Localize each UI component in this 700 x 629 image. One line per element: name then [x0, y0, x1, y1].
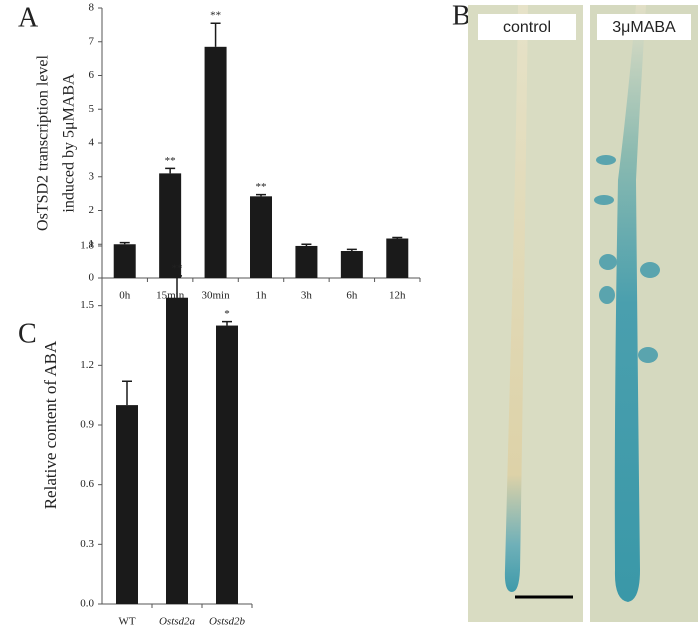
y-tick-label: 1.8 [80, 240, 94, 252]
y-axis-label: OsTSD2 transcription level [35, 54, 52, 231]
bar [159, 173, 182, 278]
y-tick-label: 6 [89, 69, 95, 81]
y-tick-label: 0.6 [80, 478, 94, 490]
y-tick-label: 7 [89, 35, 95, 47]
panel-label: C [18, 318, 37, 349]
bar [166, 297, 188, 604]
x-tick-label: Ostsd2b [209, 616, 246, 628]
bar [340, 251, 363, 278]
label-box [597, 14, 691, 40]
error-bar [119, 241, 130, 245]
lateral-roots [594, 155, 660, 363]
y-tick-label: 2 [89, 204, 95, 216]
bar [116, 405, 138, 604]
bar [216, 325, 238, 604]
error-bar [210, 22, 221, 47]
panel-label: A [18, 2, 39, 33]
photo-label: 3μMABA [612, 19, 676, 36]
significance: ** [256, 181, 267, 193]
error-bar [222, 320, 232, 326]
bar [113, 244, 136, 278]
photo-bg [590, 5, 698, 622]
y-tick-label: 1.5 [80, 299, 94, 311]
error-bar [392, 236, 403, 239]
photo-label: control [503, 19, 551, 36]
x-tick-label: WT [118, 616, 135, 628]
significance: * [224, 308, 230, 320]
x-tick-label: 1h [256, 290, 268, 302]
y-tick-label: 8 [89, 2, 95, 14]
bar [250, 196, 272, 278]
bar [295, 245, 318, 278]
significance: ** [172, 262, 183, 274]
label-box [478, 14, 576, 40]
y-tick-label: 0.0 [80, 598, 94, 610]
x-tick-label: Ostsd2a [159, 616, 196, 628]
error-bar [172, 275, 182, 298]
x-tick-label: 12h [389, 290, 406, 302]
y-tick-label: 1 [89, 238, 95, 250]
y-tick-label: 0 [89, 272, 95, 284]
x-tick-label: 3h [301, 290, 313, 302]
bar [204, 46, 227, 278]
x-tick-label: 30min [202, 290, 231, 302]
panel-label: B [452, 0, 471, 31]
error-bar [301, 243, 312, 246]
x-tick-label: 6h [346, 290, 358, 302]
y-tick-label: 3 [89, 170, 95, 182]
bar [386, 238, 409, 278]
y-tick-label: 0.3 [80, 538, 94, 550]
y-tick-label: 1.2 [80, 359, 94, 371]
significance: ** [165, 155, 176, 167]
error-bar [122, 380, 132, 406]
x-tick-label: 0h [119, 290, 131, 302]
y-tick-label: 0.9 [80, 419, 94, 431]
y-tick-label: 5 [89, 103, 95, 115]
y-axis-label: induced by 5μMABA [61, 73, 78, 213]
root [614, 5, 646, 602]
root [504, 5, 528, 592]
significance: ** [210, 10, 221, 22]
y-tick-label: 4 [89, 137, 95, 149]
error-bar [165, 167, 176, 174]
error-bar [346, 248, 357, 251]
error-bar [256, 193, 266, 197]
y-axis-label: Relative content of ABA [41, 340, 60, 509]
photo: control 3μMABA [468, 5, 698, 622]
